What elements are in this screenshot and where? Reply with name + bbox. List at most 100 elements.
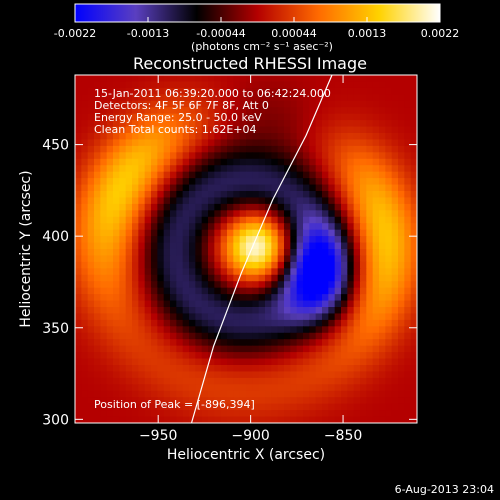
heatmap-cell <box>233 403 241 411</box>
heatmap-cell <box>391 229 399 237</box>
heatmap-cell <box>182 313 190 321</box>
heatmap-cell <box>309 294 317 302</box>
heatmap-cell <box>322 236 329 244</box>
heatmap-cell <box>233 197 241 205</box>
heatmap-cell <box>404 184 412 192</box>
heatmap-cell <box>138 294 146 302</box>
heatmap-cell <box>189 365 196 373</box>
heatmap-cell <box>239 223 247 231</box>
heatmap-cell <box>220 113 228 121</box>
heatmap-cell <box>277 384 285 392</box>
heatmap-cell <box>290 236 298 244</box>
heatmap-cell <box>233 294 241 302</box>
heatmap-cell <box>163 268 171 276</box>
heatmap-cell <box>163 410 171 418</box>
heatmap-cell <box>303 307 310 315</box>
y-tick-label: 350 <box>42 321 69 337</box>
heatmap-cell <box>227 107 234 115</box>
heatmap-cell <box>214 358 222 366</box>
heatmap-cell <box>100 107 108 115</box>
heatmap-cell <box>410 365 417 373</box>
heatmap-cell <box>151 403 158 411</box>
heatmap-cell <box>366 242 374 250</box>
heatmap-cell <box>100 274 108 282</box>
heatmap-cell <box>341 410 348 418</box>
heatmap-cell <box>277 126 285 134</box>
heatmap-cell <box>151 332 158 340</box>
heatmap-cell <box>239 365 247 373</box>
heatmap-cell <box>353 120 361 128</box>
heatmap-cell <box>113 397 120 405</box>
heatmap-cell <box>385 390 393 398</box>
heatmap-cell <box>252 184 260 192</box>
heatmap-cell <box>138 287 146 295</box>
heatmap-cell <box>290 255 298 263</box>
heatmap-cell <box>290 397 298 405</box>
heatmap-cell <box>81 126 89 134</box>
heatmap-cell <box>391 377 399 385</box>
heatmap-cell <box>379 319 386 327</box>
heatmap-cell <box>290 210 298 218</box>
heatmap-cell <box>113 332 120 340</box>
heatmap-cell <box>379 191 386 199</box>
heatmap-cell <box>119 255 127 263</box>
heatmap-cell <box>157 120 165 128</box>
heatmap-cell <box>227 75 234 83</box>
heatmap-cell <box>144 358 152 366</box>
heatmap-cell <box>277 287 285 295</box>
heatmap-cell <box>157 377 165 385</box>
heatmap-cell <box>360 358 367 366</box>
heatmap-cell <box>125 87 133 95</box>
heatmap-cell <box>391 268 399 276</box>
heatmap-cell <box>144 326 152 334</box>
heatmap-cell <box>353 287 361 295</box>
heatmap-cell <box>132 326 139 334</box>
heatmap-cell <box>391 410 399 418</box>
heatmap-cell <box>106 81 114 89</box>
heatmap-cell <box>322 287 329 295</box>
heatmap-cell <box>303 287 310 295</box>
heatmap-cell <box>151 339 158 347</box>
heatmap-cell <box>360 352 367 360</box>
heatmap-cell <box>100 236 108 244</box>
heatmap-cell <box>347 294 355 302</box>
heatmap-cell <box>258 100 266 108</box>
heatmap-cell <box>176 339 184 347</box>
heatmap-cell <box>100 287 108 295</box>
heatmap-cell <box>113 339 120 347</box>
heatmap-cell <box>94 339 101 347</box>
heatmap-cell <box>220 100 228 108</box>
heatmap-cell <box>201 294 209 302</box>
heatmap-cell <box>290 87 298 95</box>
heatmap-cell <box>385 107 393 115</box>
heatmap-cell <box>163 216 171 224</box>
heatmap-cell <box>100 358 108 366</box>
heatmap-cell <box>296 352 304 360</box>
heatmap-cell <box>151 294 158 302</box>
heatmap-cell <box>404 216 412 224</box>
heatmap-cell <box>290 339 298 347</box>
heatmap-cell <box>334 281 342 289</box>
heatmap-cell <box>385 268 393 276</box>
heatmap-cell <box>176 281 184 289</box>
heatmap-cell <box>163 390 171 398</box>
heatmap-cell <box>195 300 203 308</box>
heatmap-cell <box>303 126 310 134</box>
heatmap-cell <box>366 403 374 411</box>
heatmap-cell <box>94 319 101 327</box>
heatmap-cell <box>113 197 120 205</box>
heatmap-cell <box>341 377 348 385</box>
heatmap-cell <box>398 191 405 199</box>
heatmap-cell <box>125 197 133 205</box>
heatmap-cell <box>125 178 133 186</box>
heatmap-cell <box>341 261 348 269</box>
heatmap-cell <box>208 255 215 263</box>
heatmap-cell <box>410 165 417 173</box>
heatmap-cell <box>315 158 323 166</box>
heatmap-cell <box>385 94 393 102</box>
heatmap-cell <box>315 384 323 392</box>
heatmap-cell <box>290 352 298 360</box>
heatmap-cell <box>360 158 367 166</box>
heatmap-cell <box>410 236 417 244</box>
heatmap-cell <box>258 384 266 392</box>
